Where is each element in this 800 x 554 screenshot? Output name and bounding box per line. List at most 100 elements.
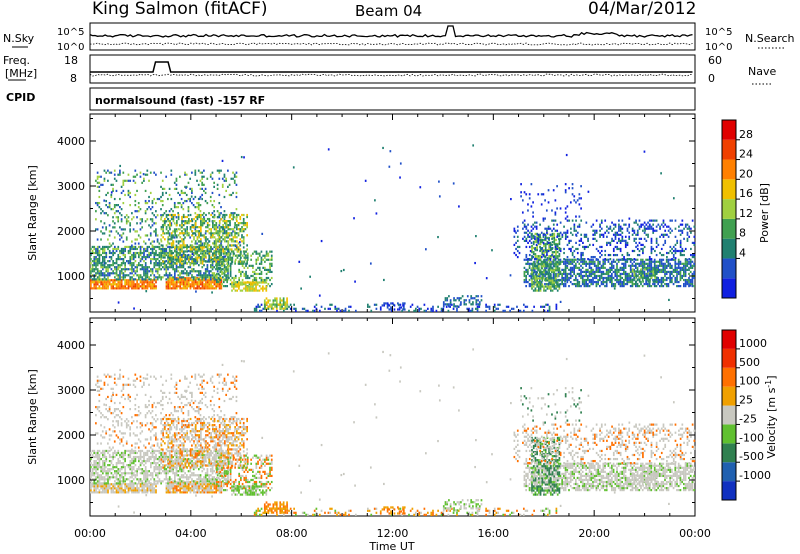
power-cell — [148, 283, 150, 286]
power-cell — [129, 247, 132, 251]
power-cell — [161, 193, 164, 197]
power-cell — [541, 275, 544, 278]
power-cell — [592, 268, 594, 271]
power-cell — [258, 254, 261, 257]
power-cell — [607, 258, 610, 261]
power-cell — [137, 283, 140, 286]
power-cell — [146, 272, 149, 275]
power-cell — [181, 250, 183, 253]
power-cell — [546, 229, 548, 232]
power-cell — [686, 280, 689, 284]
power-cell — [667, 235, 670, 238]
power-cell — [233, 278, 235, 282]
power-cell — [262, 307, 265, 310]
power-cell — [554, 272, 557, 276]
power-cell — [602, 233, 605, 236]
power-cell — [221, 216, 224, 219]
power-cell — [134, 204, 137, 207]
power-cell — [224, 213, 226, 217]
power-cell — [181, 215, 183, 219]
colorbar-swatch — [722, 258, 736, 279]
power-cell — [132, 245, 135, 249]
power-cell — [160, 171, 162, 174]
power-cell — [112, 285, 114, 288]
power-cell — [186, 226, 188, 229]
power-cell — [597, 249, 600, 253]
power-cell — [267, 268, 270, 271]
power-cell — [165, 226, 168, 229]
power-cell — [204, 272, 207, 275]
power-cell — [662, 235, 665, 238]
power-cell — [602, 260, 605, 263]
power-cell — [654, 280, 656, 283]
power-cell — [148, 281, 150, 284]
power-cell — [177, 255, 180, 259]
power-cell — [192, 276, 195, 279]
power-cell — [203, 255, 205, 259]
power-cell — [105, 204, 108, 207]
power-cell — [624, 258, 627, 261]
power-cell — [644, 229, 646, 232]
power-cell — [95, 285, 97, 288]
power-cell — [156, 268, 159, 271]
power-cell — [286, 305, 288, 308]
power-cell — [664, 270, 666, 274]
power-cell — [107, 264, 109, 267]
power-cell — [559, 258, 562, 261]
power-cell — [242, 213, 245, 217]
power-cell — [386, 304, 389, 307]
power-cell — [571, 245, 574, 249]
power-cell — [398, 308, 401, 311]
power-cell — [209, 247, 212, 251]
power-cell — [522, 237, 524, 240]
power-cell — [169, 279, 171, 282]
power-cell — [640, 247, 643, 251]
power-cell — [230, 214, 233, 217]
power-cell — [184, 228, 186, 231]
power-cell — [151, 199, 154, 203]
power-cell — [229, 215, 231, 219]
power-cell — [575, 215, 577, 218]
power-cell — [170, 224, 173, 227]
power-cell — [146, 201, 149, 205]
power-cell — [637, 274, 639, 277]
power-cell — [120, 185, 123, 188]
power-cell — [189, 228, 192, 231]
power-cell — [585, 245, 588, 249]
power-cell — [555, 303, 558, 306]
power-cell — [177, 191, 180, 195]
power-cell — [654, 229, 656, 232]
power-cell — [548, 287, 550, 290]
power-cell — [281, 303, 283, 306]
power-cell — [543, 287, 545, 290]
power-cell — [628, 235, 631, 238]
power-cell — [558, 287, 561, 290]
power-cell — [175, 183, 178, 186]
power-cell — [258, 285, 261, 288]
power-cell — [527, 262, 529, 265]
power-cell — [117, 253, 120, 257]
power-cell — [683, 282, 685, 286]
power-cell — [148, 199, 150, 203]
power-cell — [177, 217, 180, 221]
power-cell — [146, 274, 149, 277]
power-cell — [98, 249, 101, 253]
power-cell — [611, 264, 613, 267]
power-cell — [267, 307, 270, 310]
power-cell — [129, 228, 132, 231]
power-cell — [657, 243, 660, 247]
power-cell — [653, 282, 656, 286]
power-cell — [642, 276, 644, 279]
power-cell — [149, 242, 152, 245]
power-cell — [196, 281, 199, 284]
power-cell — [683, 237, 685, 240]
power-cell — [628, 217, 631, 220]
power-cell — [693, 235, 696, 238]
power-cell — [208, 285, 211, 288]
power-cell — [611, 278, 613, 282]
power-cell — [449, 303, 452, 306]
power-cell — [571, 251, 574, 255]
power-cell — [167, 268, 169, 271]
power-cell — [221, 268, 224, 271]
power-cell — [233, 226, 236, 229]
